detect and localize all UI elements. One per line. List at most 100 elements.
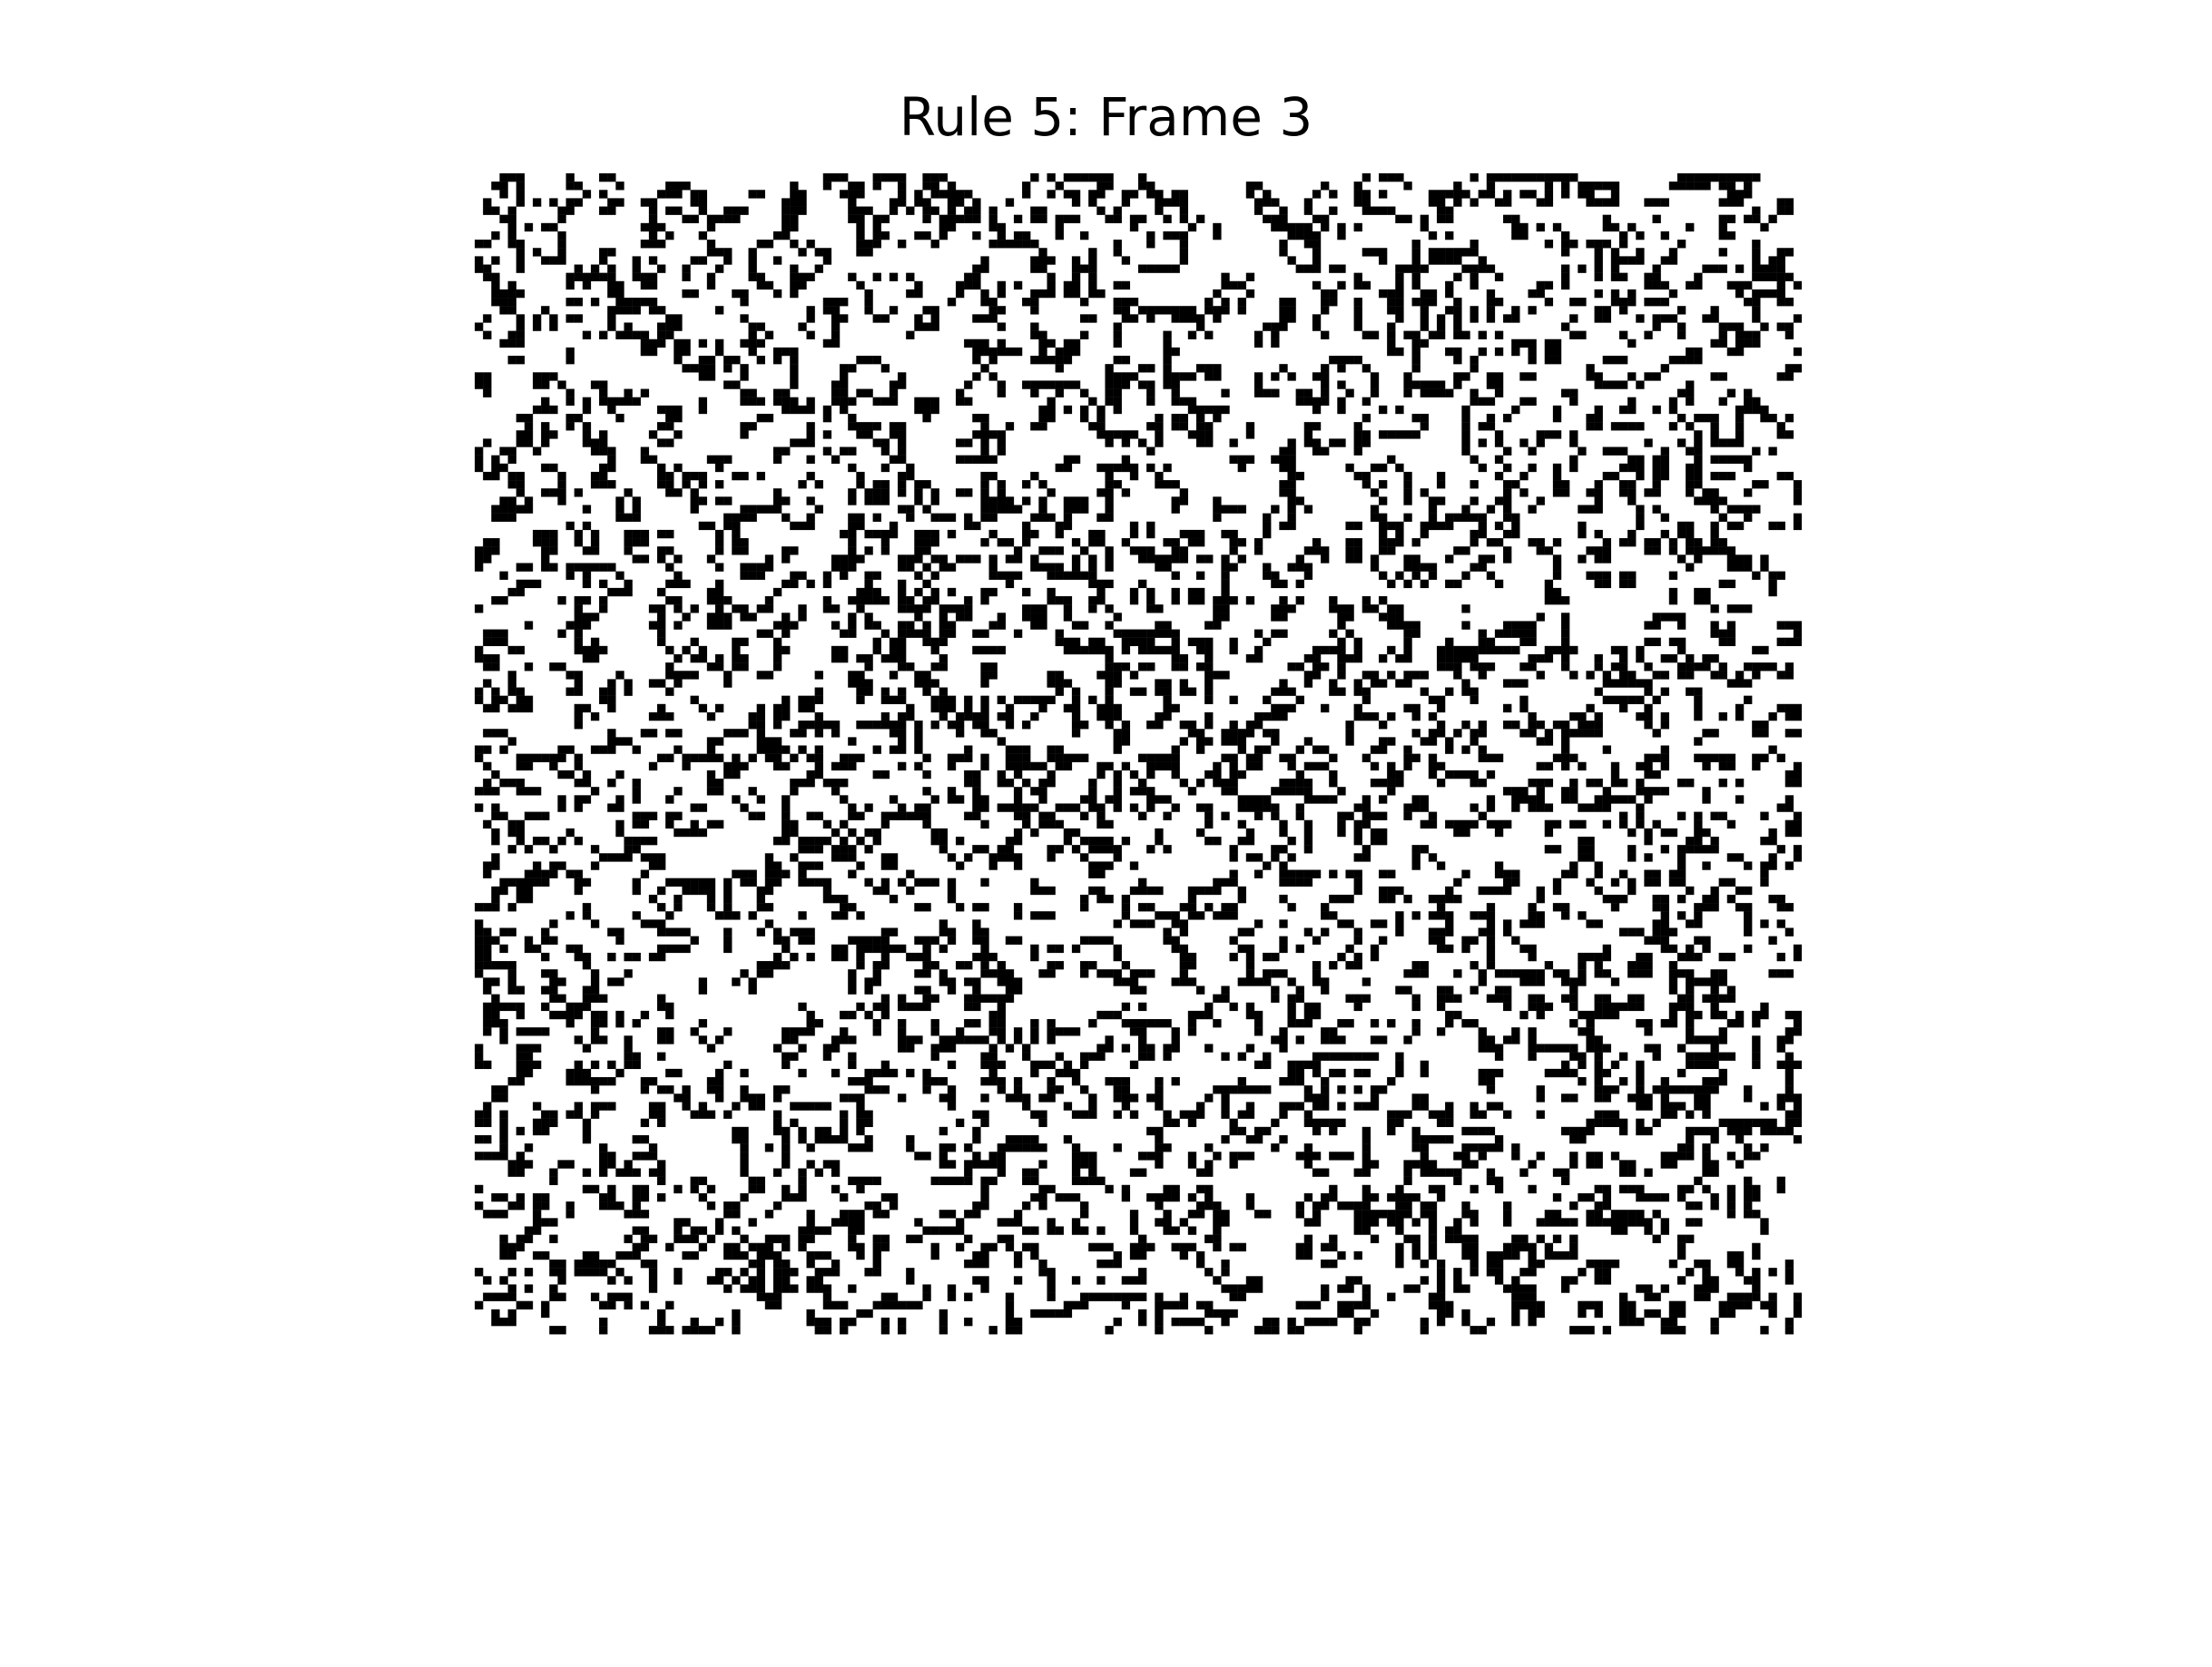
grid-cell bbox=[1312, 248, 1321, 256]
grid-cell bbox=[1595, 688, 1603, 696]
grid-cell bbox=[641, 919, 649, 927]
grid-cell bbox=[1461, 745, 1470, 753]
grid-cell bbox=[1710, 488, 1718, 496]
grid-cell bbox=[1047, 1019, 1055, 1027]
grid-cell bbox=[1495, 273, 1503, 281]
grid-cell bbox=[1312, 538, 1321, 546]
grid-cell bbox=[1470, 936, 1479, 945]
grid-cell bbox=[591, 638, 599, 646]
grid-cell bbox=[1744, 928, 1752, 936]
grid-cell bbox=[972, 903, 980, 911]
grid-cell bbox=[715, 654, 723, 662]
grid-cell bbox=[1461, 936, 1470, 945]
grid-cell bbox=[1636, 679, 1644, 687]
grid-cell bbox=[864, 289, 872, 298]
grid-cell bbox=[1627, 580, 1636, 588]
grid-cell bbox=[1595, 505, 1603, 514]
grid-cell bbox=[1006, 704, 1014, 712]
grid-cell bbox=[682, 646, 690, 654]
grid-cell bbox=[1022, 745, 1030, 753]
grid-cell bbox=[1030, 331, 1038, 339]
grid-cell bbox=[575, 638, 583, 646]
grid-cell bbox=[1321, 364, 1329, 372]
grid-cell bbox=[599, 1019, 607, 1027]
grid-cell bbox=[1528, 795, 1536, 803]
grid-cell bbox=[491, 977, 499, 985]
grid-cell bbox=[483, 1027, 491, 1035]
grid-cell bbox=[773, 762, 782, 770]
grid-cell bbox=[856, 961, 864, 969]
grid-cell bbox=[508, 240, 516, 248]
grid-cell bbox=[1254, 207, 1263, 215]
grid-cell bbox=[673, 895, 682, 903]
grid-cell bbox=[914, 903, 922, 911]
grid-cell bbox=[831, 845, 840, 853]
grid-cell bbox=[1188, 688, 1196, 696]
grid-cell bbox=[1196, 985, 1204, 994]
grid-cell bbox=[1188, 588, 1196, 596]
grid-cell bbox=[914, 671, 922, 679]
grid-cell bbox=[765, 737, 773, 745]
grid-cell bbox=[1595, 729, 1603, 737]
grid-cell bbox=[1403, 580, 1411, 588]
grid-cell bbox=[475, 604, 483, 613]
grid-cell bbox=[1461, 679, 1470, 687]
grid-cell bbox=[898, 737, 906, 745]
grid-cell bbox=[1653, 198, 1661, 206]
grid-cell bbox=[691, 638, 699, 646]
grid-cell bbox=[657, 464, 665, 472]
grid-cell bbox=[898, 729, 906, 737]
grid-cell bbox=[591, 969, 599, 977]
grid-cell bbox=[782, 961, 790, 969]
grid-cell bbox=[657, 546, 665, 554]
grid-cell bbox=[1213, 364, 1221, 372]
grid-cell bbox=[1080, 621, 1088, 629]
grid-cell bbox=[873, 496, 881, 505]
grid-cell bbox=[807, 406, 815, 414]
grid-cell bbox=[723, 878, 732, 887]
grid-cell bbox=[533, 447, 541, 456]
grid-cell bbox=[508, 779, 516, 787]
grid-cell bbox=[583, 995, 591, 1003]
grid-cell bbox=[1238, 456, 1246, 464]
grid-cell bbox=[1321, 745, 1329, 753]
grid-cell bbox=[1213, 306, 1221, 314]
grid-cell bbox=[641, 281, 649, 289]
grid-cell bbox=[657, 679, 665, 687]
grid-cell bbox=[1694, 936, 1702, 945]
grid-cell bbox=[624, 737, 632, 745]
grid-cell bbox=[740, 422, 748, 430]
grid-cell bbox=[1047, 596, 1055, 604]
grid-cell bbox=[1263, 638, 1271, 646]
grid-cell bbox=[1304, 397, 1312, 406]
grid-cell bbox=[1030, 173, 1038, 181]
grid-cell bbox=[890, 456, 898, 464]
grid-cell bbox=[541, 306, 549, 314]
grid-cell bbox=[972, 273, 980, 281]
grid-cell bbox=[475, 447, 483, 456]
grid-cell bbox=[732, 604, 740, 613]
grid-cell bbox=[607, 456, 615, 464]
grid-cell bbox=[1519, 795, 1528, 803]
grid-cell bbox=[914, 803, 922, 811]
grid-cell bbox=[1595, 662, 1603, 671]
grid-cell bbox=[525, 704, 533, 712]
grid-cell bbox=[1403, 762, 1411, 770]
grid-cell bbox=[1114, 215, 1122, 223]
grid-cell bbox=[1777, 281, 1785, 289]
grid-cell bbox=[765, 671, 773, 679]
grid-cell bbox=[1088, 887, 1096, 895]
grid-cell bbox=[1122, 356, 1130, 364]
grid-cell bbox=[931, 530, 939, 538]
grid-cell bbox=[599, 438, 607, 446]
grid-cell bbox=[649, 273, 657, 281]
grid-cell bbox=[906, 554, 914, 563]
grid-cell bbox=[723, 762, 732, 770]
grid-cell bbox=[575, 878, 583, 887]
grid-cell bbox=[1337, 438, 1345, 446]
grid-cell bbox=[1122, 961, 1130, 969]
grid-cell bbox=[972, 372, 980, 380]
grid-cell bbox=[1519, 472, 1528, 480]
grid-cell bbox=[864, 580, 872, 588]
grid-cell bbox=[1362, 190, 1371, 198]
